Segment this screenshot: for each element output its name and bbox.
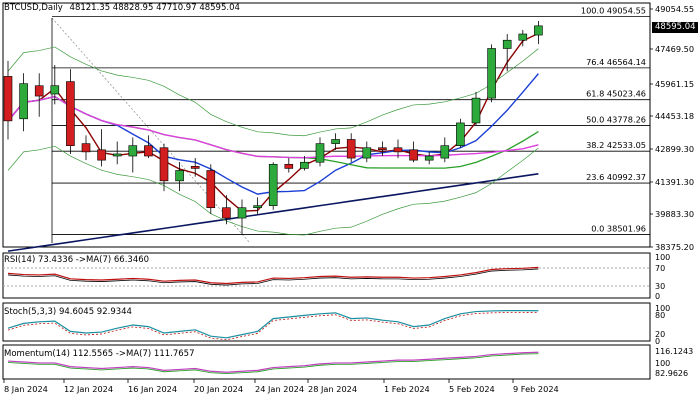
candle-up bbox=[300, 161, 309, 169]
candle-down bbox=[284, 163, 294, 169]
candle-up bbox=[128, 145, 138, 157]
candle-down bbox=[206, 170, 216, 209]
price-tick-label: 42899.30 bbox=[655, 144, 694, 154]
fib-label: 38.2 42533.05 bbox=[586, 140, 646, 150]
ma-long-line bbox=[7, 173, 539, 252]
rsi-axis-label: 70 bbox=[655, 264, 665, 273]
candle-down bbox=[346, 139, 356, 159]
stoch-axis-label: 20 bbox=[655, 330, 665, 339]
date-label: 16 Jan 2024 bbox=[128, 384, 177, 394]
price-tick-label: 47469.50 bbox=[655, 44, 694, 54]
stoch-axis-label: 100 bbox=[655, 304, 670, 313]
symbol-label: BTCUSD,Daily bbox=[4, 3, 63, 13]
date-label: 5 Feb 2024 bbox=[449, 384, 495, 394]
candle-up bbox=[112, 153, 122, 157]
price-axis: 49054.55 47469.50 45961.15 44453.18 42899.30… bbox=[650, 4, 694, 252]
date-label: 8 Jan 2024 bbox=[4, 384, 48, 394]
candle-up bbox=[50, 85, 60, 95]
candle-up bbox=[534, 25, 543, 36]
candle-up bbox=[456, 122, 465, 146]
main-panel-border bbox=[2, 2, 651, 248]
date-axis: 8 Jan 2024 12 Jan 2024 16 Jan 2024 20 Jan 2… bbox=[3, 379, 559, 394]
fib-label: 50.0 43778.26 bbox=[586, 114, 646, 124]
ohlc-values: 48121.35 48828.95 47710.97 48595.04 bbox=[69, 3, 240, 13]
bb-lower bbox=[7, 145, 539, 236]
candle-down bbox=[66, 81, 75, 146]
fib-label: 100.0 49054.55 bbox=[581, 5, 646, 15]
candle-up bbox=[362, 147, 372, 159]
candle-up bbox=[19, 83, 28, 120]
stoch-axis-label: 0 bbox=[655, 337, 660, 346]
fib-label: 23.6 40992.37 bbox=[586, 172, 646, 182]
momentum-panel-border bbox=[2, 344, 651, 380]
candle-up bbox=[471, 97, 481, 124]
current-price-tag: 48595.04 bbox=[652, 22, 698, 33]
date-label: 1 Feb 2024 bbox=[384, 384, 430, 394]
price-tick-label: 38375.20 bbox=[655, 242, 694, 252]
date-label: 9 Feb 2024 bbox=[513, 384, 559, 394]
momentum-label: Momentum(14) 112.5565 ->MA(7) 111.7657 bbox=[4, 349, 195, 359]
momentum-ma-line bbox=[7, 353, 539, 375]
candle-up bbox=[440, 145, 450, 159]
candle-down bbox=[159, 147, 169, 182]
stoch-axis-label: 80 bbox=[655, 311, 665, 320]
fib-label: 61.8 45023.46 bbox=[586, 89, 646, 99]
date-label: 24 Jan 2024 bbox=[255, 384, 304, 394]
candle-up bbox=[502, 39, 512, 49]
candles bbox=[3, 20, 543, 235]
rsi-line bbox=[7, 266, 539, 285]
candle-down bbox=[409, 149, 418, 161]
candle-up bbox=[424, 155, 434, 161]
candle-down bbox=[81, 143, 91, 153]
date-label: 12 Jan 2024 bbox=[64, 384, 113, 394]
date-label: 28 Jan 2024 bbox=[308, 384, 357, 394]
chart-header: BTCUSD,Daily 48121.35 48828.95 47710.97 … bbox=[4, 3, 240, 13]
fib-label: 0.0 38501.96 bbox=[591, 224, 646, 234]
ma-30-line bbox=[7, 95, 539, 159]
candle-down bbox=[222, 207, 231, 219]
candle-up bbox=[331, 139, 340, 144]
bb-upper bbox=[7, 46, 539, 137]
candle-down bbox=[393, 147, 403, 153]
rsi-axis-label: 100 bbox=[655, 253, 670, 262]
price-tick-label: 39883.30 bbox=[655, 209, 694, 219]
candle-up bbox=[253, 205, 262, 209]
candle-up bbox=[487, 48, 496, 99]
stoch-label: Stoch(5,3,3) 94.6045 92.9344 bbox=[4, 307, 132, 317]
rsi-panel-border bbox=[2, 252, 651, 299]
candle-down bbox=[97, 149, 106, 161]
price-tick-label: 41391.30 bbox=[655, 177, 694, 187]
stoch-panel-border bbox=[2, 302, 651, 342]
stoch-d-line bbox=[7, 312, 539, 341]
price-tick-label: 49054.55 bbox=[655, 4, 694, 14]
date-label: 20 Jan 2024 bbox=[194, 384, 243, 394]
rsi-axis-label: 30 bbox=[655, 282, 665, 291]
candle-down bbox=[378, 147, 387, 151]
momentum-axis-label: 82.9626 bbox=[655, 369, 688, 378]
candle-up bbox=[518, 33, 528, 41]
candle-up bbox=[237, 207, 247, 219]
candle-down bbox=[34, 85, 44, 97]
candle-down bbox=[3, 76, 13, 122]
candle-up bbox=[315, 143, 325, 163]
momentum-axis-label: 116.1243 bbox=[655, 347, 693, 356]
candle-down bbox=[144, 145, 153, 157]
fib-label: 76.4 46564.14 bbox=[586, 57, 646, 67]
price-tick-label: 44453.18 bbox=[655, 111, 694, 121]
rsi-label: RSI(14) 73.4336 ->MA(7) 66.3460 bbox=[4, 255, 150, 265]
rsi-axis-label: 0 bbox=[655, 292, 660, 301]
momentum-axis-label: 100 bbox=[655, 359, 670, 368]
price-tick-label: 45961.15 bbox=[655, 79, 694, 89]
candle-down bbox=[190, 166, 200, 169]
fibonacci-levels: 100.0 49054.55 76.4 46564.14 61.8 45023.46… bbox=[51, 5, 650, 244]
stoch-k-line bbox=[7, 310, 539, 339]
candle-up bbox=[268, 163, 278, 206]
rsi-ma-line bbox=[7, 268, 539, 286]
candle-up bbox=[175, 170, 184, 182]
momentum-line bbox=[7, 351, 539, 373]
